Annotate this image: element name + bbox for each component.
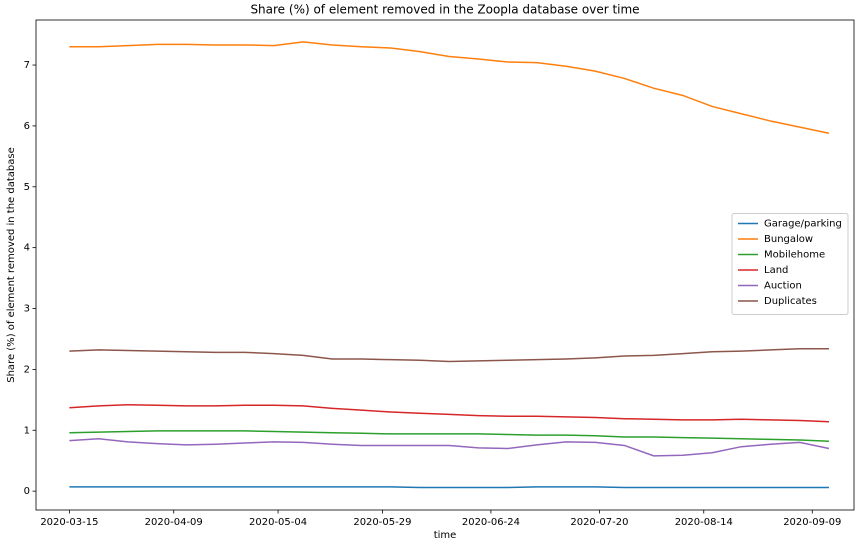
x-tick-label: 2020-05-29 [353,517,411,528]
series-line [69,347,829,363]
y-tick-label: 6 [24,121,30,132]
legend-label: Mobilehome [764,250,825,261]
x-tick-label: 2020-09-09 [783,517,841,528]
y-axis-label: Share (%) of element removed in the data… [6,147,17,383]
y-tick-label: 0 [24,486,30,497]
legend-label: Land [764,265,788,276]
plot-frame [35,19,855,511]
x-tick-label: 2020-05-04 [249,517,307,528]
series-line [69,486,829,489]
x-tick-label: 2020-08-14 [675,517,733,528]
series-line [69,403,829,423]
chart-title: Share (%) of element removed in the Zoop… [250,3,639,17]
y-tick-label: 4 [24,243,30,254]
series-line [69,41,830,134]
series-line [69,430,829,442]
series-line [69,438,830,457]
x-tick-label: 2020-06-24 [462,517,520,528]
y-tick-label: 7 [24,60,30,71]
y-tick-label: 5 [24,182,30,193]
legend-label: Duplicates [764,296,817,307]
legend-box [731,213,849,315]
x-tick-label: 2020-04-09 [145,517,203,528]
legend-label: Bungalow [764,234,813,245]
x-tick-label: 2020-07-20 [570,517,628,528]
legend-label: Auction [764,281,802,292]
x-tick-label: 2020-03-15 [40,517,98,528]
y-tick-label: 3 [24,304,30,315]
y-tick-label: 1 [24,425,30,436]
x-axis-label: time [434,530,457,541]
y-tick-label: 2 [24,364,30,375]
legend-label: Garage/parking [764,219,842,230]
